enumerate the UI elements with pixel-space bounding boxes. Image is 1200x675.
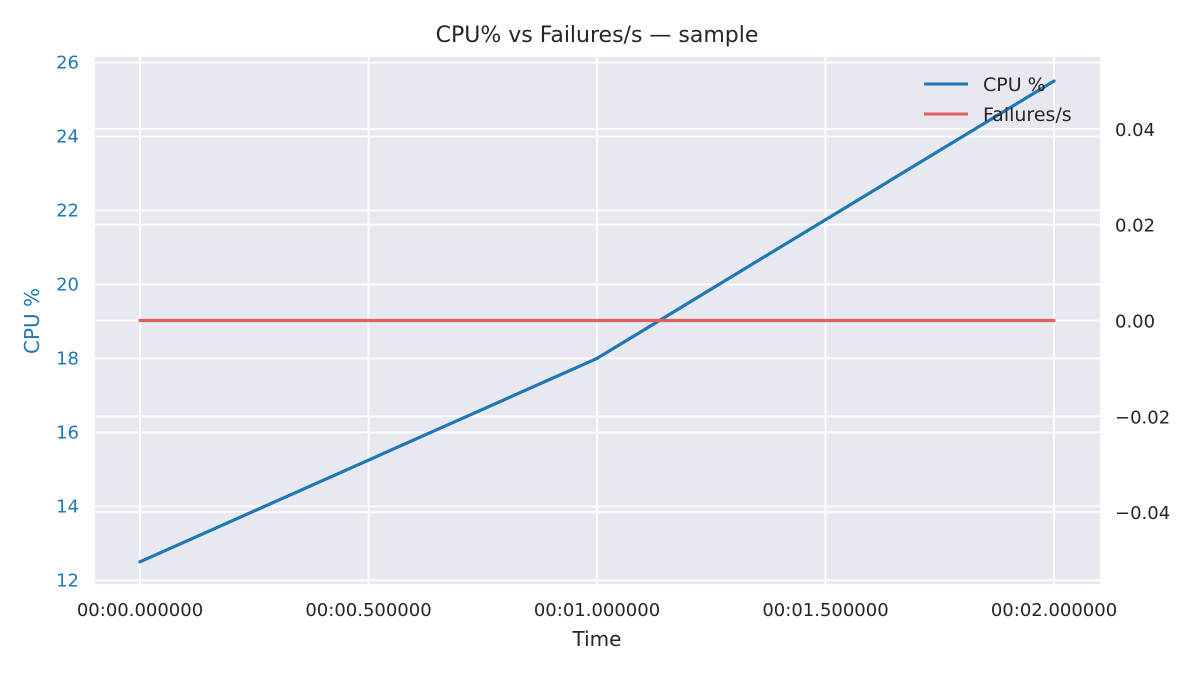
legend-label: CPU % bbox=[983, 74, 1046, 96]
y-left-tick-labels: 12 14 16 18 20 22 24 26 bbox=[56, 53, 79, 592]
x-tick-label: 00:02.000000 bbox=[991, 600, 1117, 621]
legend: CPU % Failures/s bbox=[924, 74, 1072, 126]
y-right-tick-labels: −0.04 −0.02 0.00 0.02 0.04 bbox=[1115, 120, 1170, 524]
y-left-tick-label: 18 bbox=[56, 348, 79, 369]
y-left-tick-label: 16 bbox=[56, 422, 79, 443]
y-left-tick-label: 12 bbox=[56, 570, 79, 591]
x-axis-label: Time bbox=[572, 627, 622, 651]
x-tick-labels: 00:00.000000 00:00.500000 00:01.000000 00:0… bbox=[77, 600, 1117, 621]
y-left-tick-label: 14 bbox=[56, 496, 79, 517]
legend-label: Failures/s bbox=[983, 104, 1072, 126]
y-right-tick-label: 0.00 bbox=[1115, 312, 1155, 333]
y-left-tick-label: 24 bbox=[56, 127, 79, 148]
y-right-tick-label: 0.02 bbox=[1115, 216, 1155, 237]
data-point-failures-s bbox=[595, 318, 599, 323]
data-point-cpu bbox=[1052, 79, 1056, 83]
y-left-tick-label: 26 bbox=[56, 53, 79, 74]
y-left-tick-label: 20 bbox=[56, 274, 79, 295]
y-right-tick-label: 0.04 bbox=[1115, 120, 1155, 141]
data-point-cpu bbox=[595, 356, 599, 361]
y-left-axis-label: CPU % bbox=[20, 288, 44, 354]
y-left-tick-label: 22 bbox=[56, 200, 79, 221]
series-lines bbox=[138, 79, 1056, 564]
y-right-tick-label: −0.04 bbox=[1115, 503, 1170, 524]
x-tick-label: 00:01.000000 bbox=[534, 600, 660, 621]
left-horizontal-gridlines bbox=[95, 61, 1100, 582]
x-tick-label: 00:00.000000 bbox=[77, 600, 203, 621]
chart-title: CPU% vs Failures/s — sample bbox=[436, 23, 759, 48]
data-point-failures-s bbox=[138, 318, 142, 323]
data-point-failures-s bbox=[1052, 318, 1056, 323]
x-tick-label: 00:00.500000 bbox=[305, 600, 431, 621]
x-tick-label: 00:01.500000 bbox=[762, 600, 888, 621]
data-point-cpu bbox=[138, 560, 142, 564]
y-right-tick-label: −0.02 bbox=[1115, 407, 1170, 428]
